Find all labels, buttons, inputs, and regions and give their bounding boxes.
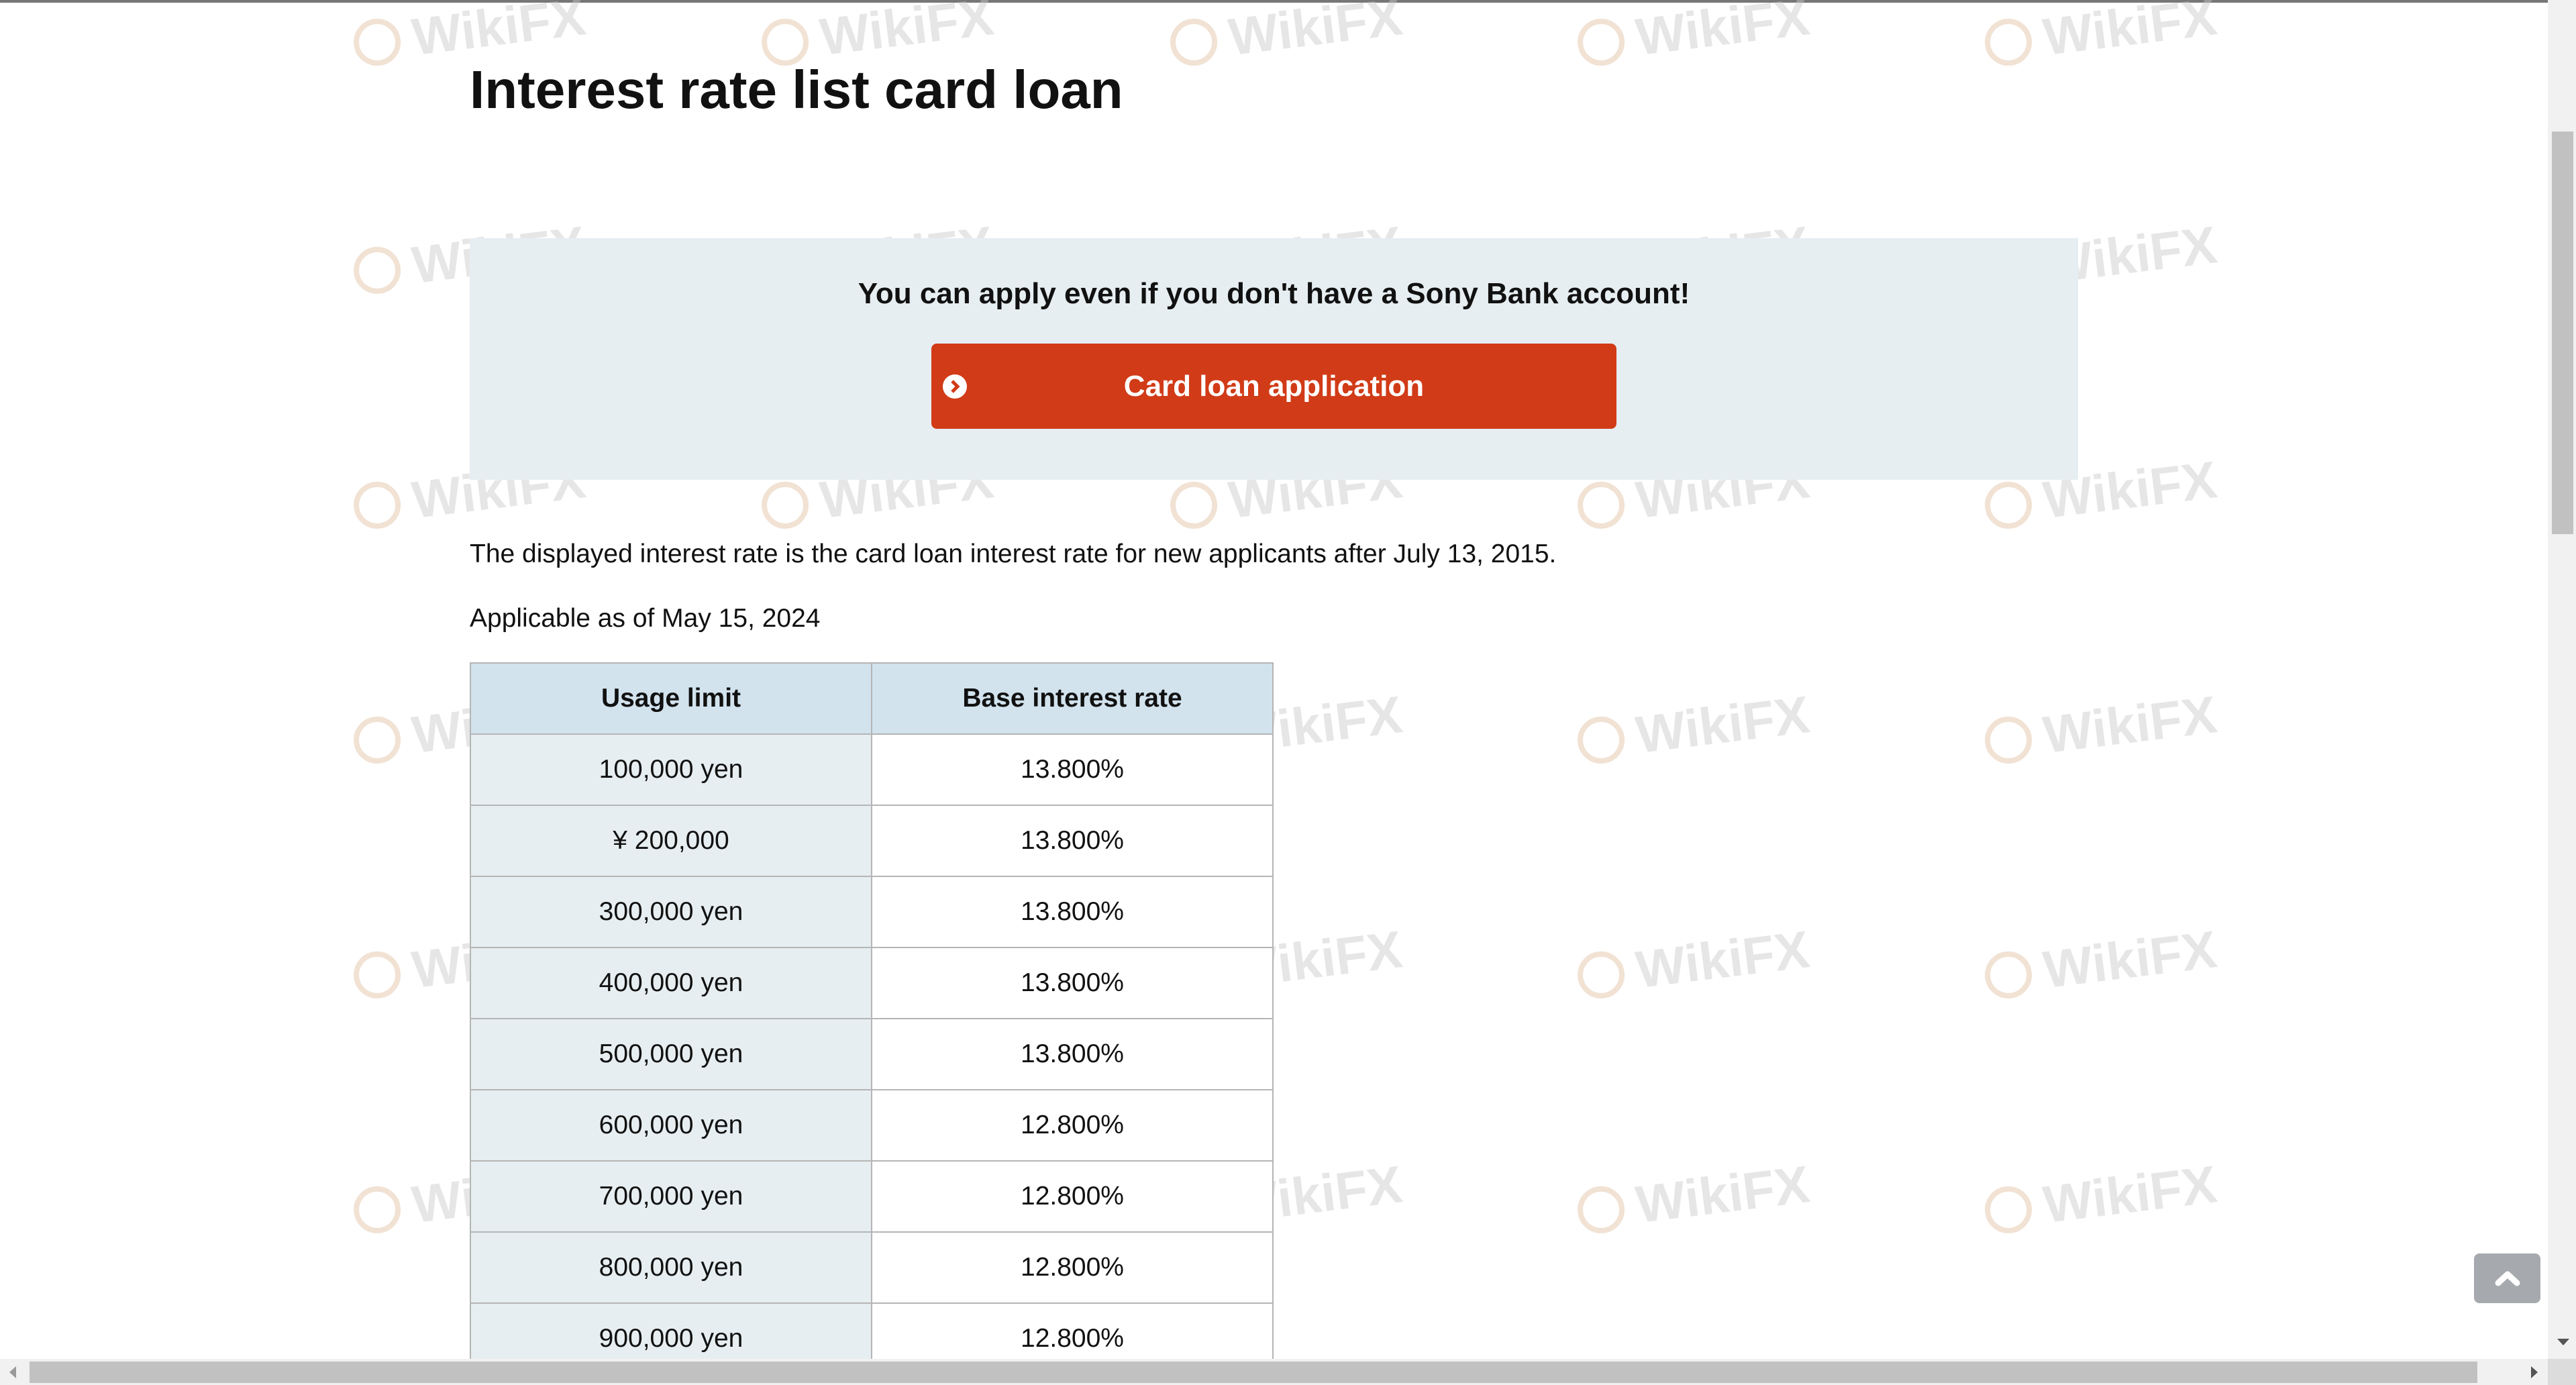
wikifx-logo-icon xyxy=(351,1183,404,1236)
apply-banner: You can apply even if you don't have a S… xyxy=(470,238,2078,480)
watermark-text: WikiFX xyxy=(2040,1154,2220,1235)
scrollbar-corner xyxy=(2548,1359,2576,1385)
wikifx-logo-icon xyxy=(1982,478,2035,531)
button-label: Card loan application xyxy=(1123,369,1425,403)
wikifx-logo-icon xyxy=(351,713,404,766)
banner-text: You can apply even if you don't have a S… xyxy=(858,277,1690,310)
watermark-text: WikiFX xyxy=(1225,0,1406,67)
wikifx-logo-icon xyxy=(1168,478,1221,531)
wikifx-logo-icon xyxy=(1982,1183,2035,1236)
wikifx-watermark: WikiFX xyxy=(1981,0,2220,75)
rate-note: The displayed interest rate is the card … xyxy=(470,540,1557,568)
table-row: ¥ 200,000 13.800% xyxy=(470,805,1274,877)
watermark-text: WikiFX xyxy=(2040,919,2220,1000)
wikifx-watermark: WikiFX xyxy=(1981,1153,2220,1243)
usage-limit-cell: 700,000 yen xyxy=(470,1160,872,1233)
base-interest-rate-cell: 12.800% xyxy=(871,1089,1274,1162)
table-row: 400,000 yen 13.800% xyxy=(470,947,1274,1019)
wikifx-logo-icon xyxy=(1168,15,1221,68)
horizontal-scrollbar[interactable] xyxy=(0,1359,2548,1385)
watermark-text: WikiFX xyxy=(409,0,589,67)
usage-limit-cell: ¥ 200,000 xyxy=(470,805,872,877)
header-usage-limit: Usage limit xyxy=(470,662,872,735)
usage-limit-cell: 500,000 yen xyxy=(470,1018,872,1090)
wikifx-logo-icon xyxy=(351,478,404,531)
base-interest-rate-cell: 13.800% xyxy=(871,733,1274,806)
vertical-scrollbar[interactable] xyxy=(2548,0,2576,1359)
scroll-down-arrow-icon[interactable] xyxy=(2557,1339,2569,1345)
base-interest-rate-cell: 13.800% xyxy=(871,947,1274,1019)
usage-limit-cell: 300,000 yen xyxy=(470,876,872,948)
header-base-interest-rate: Base interest rate xyxy=(871,662,1274,735)
usage-limit-cell: 400,000 yen xyxy=(470,947,872,1019)
table-row: 100,000 yen 13.800% xyxy=(470,733,1274,806)
wikifx-logo-icon xyxy=(1575,478,1628,531)
wikifx-watermark: WikiFX xyxy=(1574,684,1813,773)
base-interest-rate-cell: 13.800% xyxy=(871,1018,1274,1090)
watermark-text: WikiFX xyxy=(1633,684,1813,765)
wikifx-watermark: WikiFX xyxy=(1574,919,1813,1008)
wikifx-watermark: WikiFX xyxy=(1574,1153,1813,1243)
table-row: 600,000 yen 12.800% xyxy=(470,1089,1274,1162)
base-interest-rate-cell: 13.800% xyxy=(871,805,1274,877)
horizontal-scrollbar-thumb[interactable] xyxy=(30,1362,2477,1383)
scroll-left-arrow-icon[interactable] xyxy=(9,1366,16,1378)
base-interest-rate-cell: 12.800% xyxy=(871,1231,1274,1304)
wikifx-logo-icon xyxy=(351,244,404,297)
chevron-up-icon xyxy=(2495,1271,2520,1286)
wikifx-watermark: WikiFX xyxy=(1981,919,2220,1008)
wikifx-logo-icon xyxy=(1575,1183,1628,1236)
interest-rate-table: Usage limit Base interest rate 100,000 y… xyxy=(470,662,1274,1375)
usage-limit-cell: 100,000 yen xyxy=(470,733,872,806)
watermark-text: WikiFX xyxy=(1633,919,1813,1000)
wikifx-logo-icon xyxy=(351,948,404,1001)
watermark-text: WikiFX xyxy=(1633,0,1813,67)
watermark-text: WikiFX xyxy=(817,0,997,67)
table-row: 700,000 yen 12.800% xyxy=(470,1160,1274,1233)
wikifx-logo-icon xyxy=(1575,15,1628,68)
usage-limit-cell: 600,000 yen xyxy=(470,1089,872,1162)
watermark-text: WikiFX xyxy=(1633,1154,1813,1235)
wikifx-logo-icon xyxy=(1982,948,2035,1001)
wikifx-logo-icon xyxy=(1575,948,1628,1001)
table-row: 300,000 yen 13.800% xyxy=(470,876,1274,948)
applicable-date: Applicable as of May 15, 2024 xyxy=(470,604,821,633)
wikifx-logo-icon xyxy=(1575,713,1628,766)
wikifx-watermark: WikiFX xyxy=(1574,0,1813,75)
wikifx-logo-icon xyxy=(759,478,812,531)
table-row: 500,000 yen 13.800% xyxy=(470,1018,1274,1090)
base-interest-rate-cell: 12.800% xyxy=(871,1160,1274,1233)
vertical-scrollbar-thumb[interactable] xyxy=(2552,132,2573,534)
watermark-text: WikiFX xyxy=(2040,0,2220,67)
wikifx-watermark: WikiFX xyxy=(1981,684,2220,773)
chevron-circle-right-icon xyxy=(943,374,967,399)
wikifx-logo-icon xyxy=(1982,713,2035,766)
wikifx-watermark: WikiFX xyxy=(1167,0,1406,75)
page-title: Interest rate list card loan xyxy=(470,60,1123,119)
wikifx-logo-icon xyxy=(1982,15,2035,68)
card-loan-application-button[interactable]: Card loan application xyxy=(931,344,1616,429)
wikifx-logo-icon xyxy=(351,15,404,68)
table-row: 800,000 yen 12.800% xyxy=(470,1231,1274,1304)
scroll-to-top-button[interactable] xyxy=(2474,1253,2540,1303)
scroll-right-arrow-icon[interactable] xyxy=(2531,1366,2538,1378)
base-interest-rate-cell: 13.800% xyxy=(871,876,1274,948)
top-border xyxy=(0,0,2548,3)
usage-limit-cell: 800,000 yen xyxy=(470,1231,872,1304)
table-header-row: Usage limit Base interest rate xyxy=(470,662,1274,735)
watermark-text: WikiFX xyxy=(2040,684,2220,765)
